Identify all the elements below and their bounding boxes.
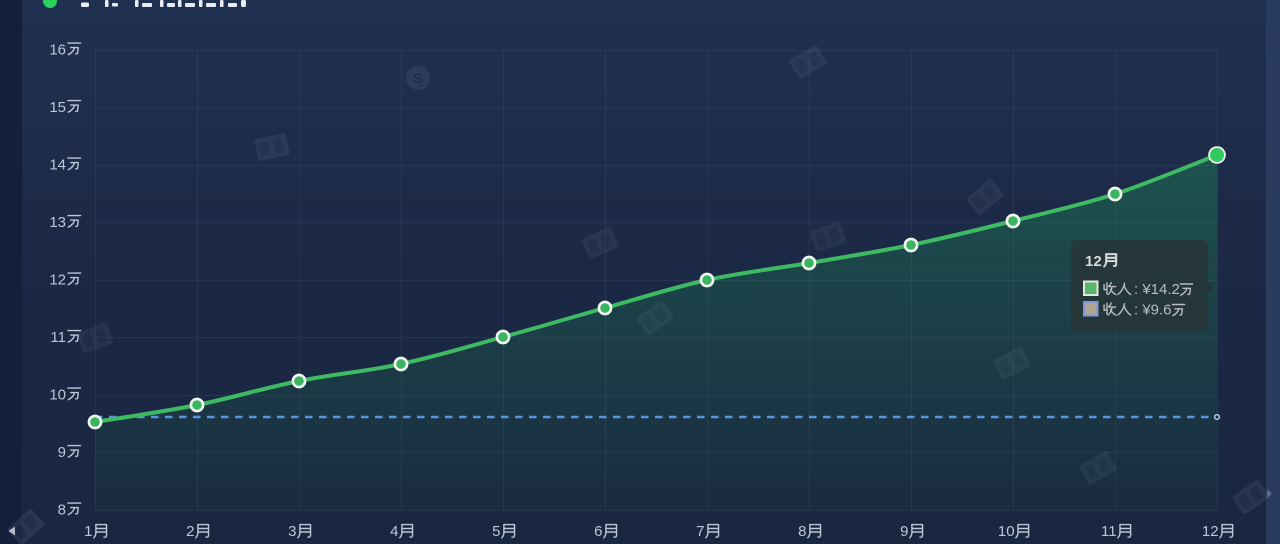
svg-text:7: 7 xyxy=(696,523,704,540)
svg-text:8: 8 xyxy=(798,523,806,540)
svg-text:4: 4 xyxy=(390,523,398,540)
svg-text:6: 6 xyxy=(594,523,602,540)
svg-text:12: 12 xyxy=(1202,523,1219,540)
svg-text:: ¥9.6: : ¥9.6 xyxy=(1134,302,1172,319)
svg-text:: ¥14.2: : ¥14.2 xyxy=(1134,281,1180,298)
svg-text:9: 9 xyxy=(58,444,66,461)
svg-text:3: 3 xyxy=(288,523,296,540)
svg-text:S: S xyxy=(413,70,422,86)
svg-text:16: 16 xyxy=(49,41,66,58)
svg-text:2: 2 xyxy=(186,523,194,540)
svg-text:13: 13 xyxy=(49,214,66,231)
svg-text:11: 11 xyxy=(1101,523,1117,540)
svg-text:15: 15 xyxy=(49,99,66,116)
svg-text:8: 8 xyxy=(58,501,66,518)
svg-text:12: 12 xyxy=(49,271,66,288)
svg-text:10: 10 xyxy=(49,386,66,403)
svg-text:1: 1 xyxy=(84,523,92,540)
svg-text:5: 5 xyxy=(492,523,500,540)
svg-text:9: 9 xyxy=(900,523,908,540)
svg-text:12: 12 xyxy=(1085,253,1102,270)
svg-text:14: 14 xyxy=(49,156,66,173)
svg-text:11: 11 xyxy=(50,329,66,346)
svg-text:10: 10 xyxy=(998,523,1015,540)
